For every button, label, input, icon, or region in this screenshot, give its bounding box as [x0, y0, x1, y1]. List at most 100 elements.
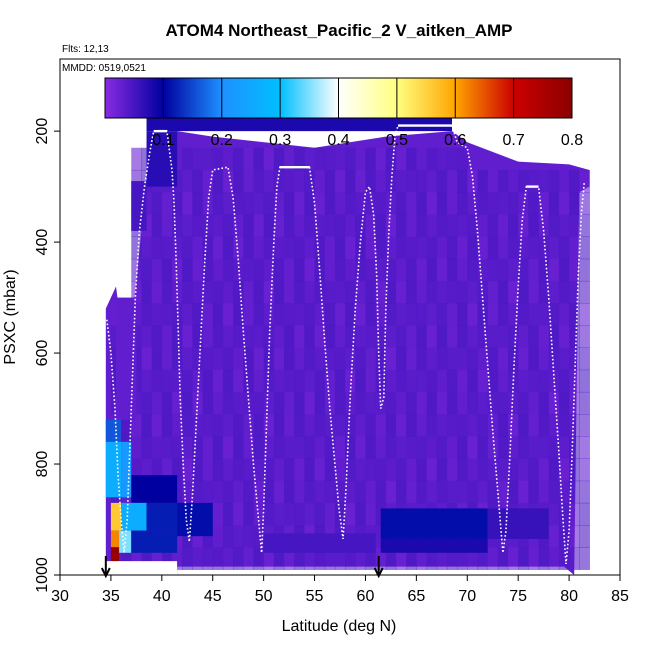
heat-cell — [253, 236, 265, 260]
heat-cell — [436, 347, 448, 371]
heat-cell — [182, 458, 193, 482]
heat-cell — [569, 480, 580, 504]
heat-cell — [416, 547, 428, 570]
heat-cell — [497, 547, 509, 570]
heat-cell — [365, 347, 377, 371]
heat-cell — [457, 303, 468, 326]
heat-cell — [304, 436, 316, 459]
heat-cell — [436, 258, 448, 282]
heat-cell — [273, 547, 285, 570]
heat-cell — [518, 547, 529, 570]
heat-cell — [284, 391, 295, 415]
heat-cell — [324, 214, 336, 238]
x-axis-label: Latitude (deg N) — [282, 618, 397, 635]
heat-cell — [324, 369, 336, 393]
heat-cell — [538, 391, 550, 415]
heat-cell — [528, 192, 540, 215]
arrow-head — [100, 567, 111, 579]
heat-cell — [304, 502, 316, 526]
heat-cell — [538, 303, 550, 326]
heat-cell — [233, 280, 244, 304]
heat-cell — [273, 214, 285, 238]
heat-cell — [314, 458, 326, 482]
heat-cell — [202, 525, 214, 548]
plot-frame — [59, 58, 621, 576]
heat-cell — [528, 414, 540, 437]
heat-cell — [569, 414, 580, 437]
heat-cell — [396, 258, 407, 282]
heat-cell — [355, 258, 366, 282]
heat-cell — [548, 369, 560, 393]
heat-cell — [222, 236, 234, 260]
heat-cell — [426, 547, 438, 570]
heat-cell — [538, 192, 550, 215]
heat-cell — [273, 436, 285, 459]
heat-cell — [365, 280, 377, 304]
chart-title: ATOM4 Northeast_Pacific_2 V_aitken_AMP — [165, 21, 512, 40]
heat-cell — [212, 369, 224, 393]
heat-cell — [202, 258, 214, 282]
heat-cell — [212, 547, 224, 570]
heat-cell — [263, 533, 376, 553]
heat-cell — [406, 280, 417, 304]
heat-cell — [457, 480, 468, 504]
heat-cell — [284, 258, 295, 282]
heat-cell — [508, 391, 519, 415]
colorbar-tick-label: 0.1 — [152, 132, 174, 149]
heat-cell — [253, 391, 265, 415]
heat-cell — [141, 458, 153, 482]
heat-cell — [212, 280, 224, 304]
heat-cell — [182, 525, 193, 548]
x-tick-label: 65 — [407, 588, 425, 605]
heat-cell — [487, 280, 499, 304]
heat-cell — [212, 391, 224, 415]
heat-cell — [446, 192, 458, 215]
heat-cell — [508, 169, 519, 193]
arrow-head — [373, 567, 384, 579]
heat-cell — [212, 502, 224, 526]
heat-cells — [100, 111, 590, 575]
heat-cell — [548, 303, 560, 326]
heat-cell — [497, 414, 509, 437]
heat-cell — [355, 480, 366, 504]
heat-cell — [284, 480, 295, 504]
heat-cell — [355, 436, 366, 459]
heat-cell — [172, 414, 183, 437]
heat-cell — [253, 480, 265, 504]
colorbar-ticks: 0.1 0.2 0.3 0.4 0.5 0.6 0.7 0.8 — [152, 78, 583, 149]
heat-cell — [334, 258, 346, 282]
heat-cell — [518, 236, 529, 260]
heat-cell — [294, 169, 305, 193]
heat-cell — [151, 458, 163, 482]
heat-cell — [110, 502, 122, 531]
heat-cell — [375, 147, 387, 171]
heat-cell — [192, 303, 204, 326]
heat-cell — [182, 369, 193, 393]
heat-cell — [375, 369, 387, 393]
heat-cell — [345, 436, 356, 459]
heat-cell — [365, 436, 377, 459]
heat-cell — [355, 192, 366, 215]
heat-cell — [457, 391, 468, 415]
heat-cell — [202, 414, 214, 437]
heat-cell — [324, 192, 336, 215]
heat-cell — [385, 391, 397, 415]
heat-cell — [548, 547, 560, 570]
heat-cell — [426, 280, 438, 304]
heat-cell — [467, 391, 478, 415]
heat-cell — [375, 280, 387, 304]
heat-cell — [548, 436, 560, 459]
heat-cell — [345, 347, 356, 371]
heat-cell — [497, 169, 509, 193]
heat-cell — [385, 414, 397, 437]
heat-cell — [446, 369, 458, 393]
heat-cell — [416, 214, 428, 238]
heat-cell — [355, 414, 366, 437]
heat-cell — [202, 458, 214, 482]
heat-cell — [497, 303, 509, 326]
heat-cell — [569, 347, 580, 371]
heat-cell — [396, 192, 407, 215]
heat-cell — [518, 214, 529, 238]
heat-cell — [294, 258, 305, 282]
heat-cell — [569, 547, 580, 570]
